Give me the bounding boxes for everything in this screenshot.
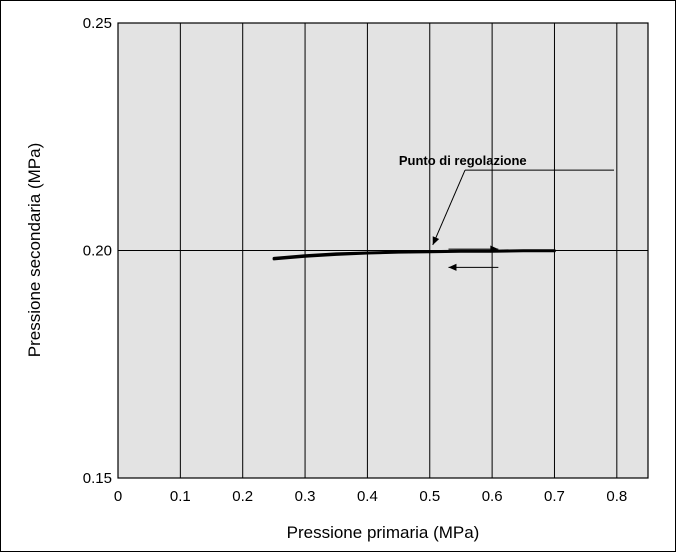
series-layer	[272, 249, 556, 261]
annotation-label: Punto di regolazione	[399, 153, 527, 168]
x-axis-title: Pressione primaria (MPa)	[287, 523, 480, 542]
direction-arrowhead	[448, 263, 457, 271]
y-tick-label: 0.25	[83, 15, 112, 32]
grid-layer	[118, 23, 648, 478]
annotation-arrowhead	[432, 236, 440, 245]
x-tick-label: 0.1	[170, 488, 191, 505]
x-tick-label: 0.3	[295, 488, 316, 505]
x-tick-label: 0.2	[232, 488, 253, 505]
x-tick-label: 0.8	[606, 488, 627, 505]
series-line	[272, 249, 556, 260]
annotation-leader	[432, 169, 466, 246]
x-tick-label: 0.7	[544, 488, 565, 505]
x-tick-label: 0.5	[419, 488, 440, 505]
x-tick-label: 0.6	[482, 488, 503, 505]
y-tick-label: 0.20	[83, 243, 112, 260]
x-tick-label: 0.4	[357, 488, 378, 505]
annotation-layer: Punto di regolazione	[399, 153, 614, 271]
y-tick-label: 0.15	[83, 470, 112, 487]
y-axis-title: Pressione secondaria (MPa)	[25, 143, 44, 357]
direction-arrowhead	[490, 245, 499, 253]
tick-label-layer: 0 0.1 0.2 0.3 0.4 0.5 0.6 0.7 0.8 0.15 0.20 0.25	[83, 15, 627, 505]
x-tick-label: 0	[114, 488, 122, 505]
